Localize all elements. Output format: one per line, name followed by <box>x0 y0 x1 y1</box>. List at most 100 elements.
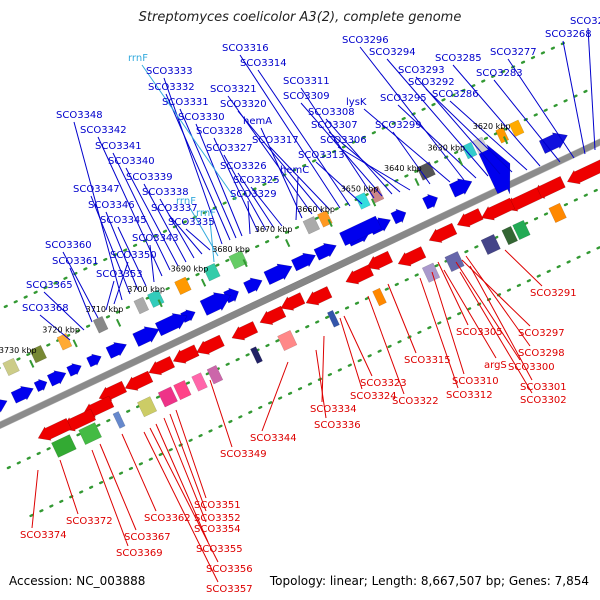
forward-label-48: SCO3353 <box>96 269 143 280</box>
forward-block-9 <box>228 250 248 270</box>
forward-label-39: SCO3340 <box>108 156 155 167</box>
forward-label-17: SCO3311 <box>283 76 330 87</box>
forward-leader-8 <box>386 58 489 177</box>
reverse-leader-25 <box>99 443 137 531</box>
forward-gene-9 <box>243 277 263 294</box>
forward-leader-31 <box>195 123 243 237</box>
forward-label-9: SCO3295 <box>380 93 427 104</box>
reverse-label-1: SCO3297 <box>518 328 565 339</box>
tick-label-5: 3670 kbp <box>255 225 293 234</box>
forward-leader-24 <box>260 127 303 219</box>
reverse-label-15: SCO3336 <box>314 420 361 431</box>
reverse-label-20: SCO3354 <box>194 524 241 535</box>
reverse-leader-4 <box>469 265 533 381</box>
reverse-gene-5 <box>428 222 458 243</box>
tick-label-11: 3730 kbp <box>0 346 37 355</box>
forward-gene-20 <box>10 385 34 404</box>
forward-block-16 <box>29 344 48 364</box>
reverse-label-13: SCO3324 <box>350 391 397 402</box>
forward-label-7: SCO3293 <box>398 65 445 76</box>
forward-leader-32 <box>179 108 237 239</box>
reverse-leader-8 <box>431 271 465 375</box>
forward-leader-39 <box>125 167 179 267</box>
reverse-block-15 <box>112 411 126 429</box>
reverse-label-7: argS <box>484 360 507 371</box>
tick-mark-1 <box>457 157 464 166</box>
reverse-label-11: SCO3322 <box>392 396 439 407</box>
tick-label-2: 3640 kbp <box>384 164 422 173</box>
forward-label-2: SCO3277 <box>490 47 537 58</box>
reverse-block-5 <box>421 262 441 283</box>
reverse-label-24: SCO3362 <box>144 513 191 524</box>
forward-gene-15 <box>105 342 127 359</box>
forward-label-34: SCO3333 <box>146 66 193 77</box>
forward-label-44: SCO3346 <box>88 200 135 211</box>
forward-label-13: SCO3306 <box>320 135 367 146</box>
tick-mark-10 <box>72 339 78 348</box>
forward-label-5: SCO3286 <box>432 89 479 100</box>
forward-leader-30 <box>247 200 251 235</box>
forward-label-18: SCO3313 <box>298 150 345 161</box>
reverse-label-6: SCO3305 <box>456 327 503 338</box>
forward-label-19: SCO3314 <box>240 58 287 69</box>
forward-leader-44 <box>105 211 139 291</box>
forward-leader-13 <box>337 146 411 191</box>
forward-block-6 <box>355 192 371 210</box>
reverse-leader-11 <box>367 295 405 395</box>
forward-block-14 <box>92 315 109 334</box>
reverse-leader-5 <box>459 271 533 394</box>
reverse-leader-20 <box>163 417 207 523</box>
reverse-gene-13 <box>196 334 225 355</box>
reverse-block-8 <box>277 329 298 352</box>
tick-label-3: 3650 kbp <box>341 184 379 193</box>
forward-label-22: SCO3320 <box>220 99 267 110</box>
rna-label-0: rrnF <box>128 53 148 64</box>
tick-mark-9 <box>115 318 122 327</box>
forward-block-15 <box>56 332 73 351</box>
forward-gene-13 <box>154 313 188 337</box>
forward-block-8 <box>302 216 321 235</box>
forward-leader-28 <box>223 154 267 231</box>
forward-label-46: SCO3348 <box>56 110 103 121</box>
forward-label-37: SCO3338 <box>142 187 189 198</box>
reverse-label-25: SCO3367 <box>124 532 171 543</box>
reverse-leader-23 <box>143 431 219 583</box>
reverse-leader-7 <box>443 269 497 359</box>
forward-leader-19 <box>257 69 351 207</box>
forward-leader-18 <box>315 161 363 205</box>
rna-label-2: rrnF <box>196 208 216 219</box>
reverse-leader-10 <box>387 283 417 354</box>
forward-gene-17 <box>66 363 82 377</box>
reverse-label-12: SCO3323 <box>360 378 407 389</box>
forward-leader-6 <box>425 88 513 173</box>
forward-label-40: SCO3341 <box>95 141 142 152</box>
tick-label-1: 3630 kbp <box>427 144 465 153</box>
forward-label-42: SCO3343 <box>132 233 179 244</box>
reverse-leader-16 <box>261 361 289 432</box>
forward-gene-2 <box>422 193 439 210</box>
forward-label-50: SCO3361 <box>52 256 99 267</box>
reverse-block-14 <box>136 396 158 418</box>
reverse-block-6 <box>372 287 387 307</box>
reverse-gene-4 <box>456 208 484 228</box>
reverse-gene-14 <box>172 344 200 364</box>
label-leader-lines <box>31 27 596 583</box>
accession-text: Accession: NC_003888 <box>9 574 146 588</box>
reverse-label-23: SCO3357 <box>206 584 253 595</box>
tick-mark-4 <box>327 218 333 228</box>
forward-leader-22 <box>237 110 323 213</box>
forward-gene-0 <box>478 144 511 195</box>
reverse-leader-3 <box>455 261 521 361</box>
reverse-leader-17 <box>209 379 233 448</box>
forward-leader-34 <box>163 77 223 245</box>
reverse-label-9: SCO3312 <box>446 390 493 401</box>
forward-block-13 <box>133 296 150 315</box>
reverse-leader-2 <box>465 255 531 347</box>
reverse-label-28: SCO3374 <box>20 530 67 541</box>
reverse-gene-15 <box>148 355 176 376</box>
forward-leader-21 <box>269 146 331 211</box>
forward-leader-3 <box>493 79 561 163</box>
reverse-label-22: SCO3356 <box>206 564 253 575</box>
reverse-leader-15 <box>315 349 327 419</box>
forward-label-16: SCO3309 <box>283 91 330 102</box>
